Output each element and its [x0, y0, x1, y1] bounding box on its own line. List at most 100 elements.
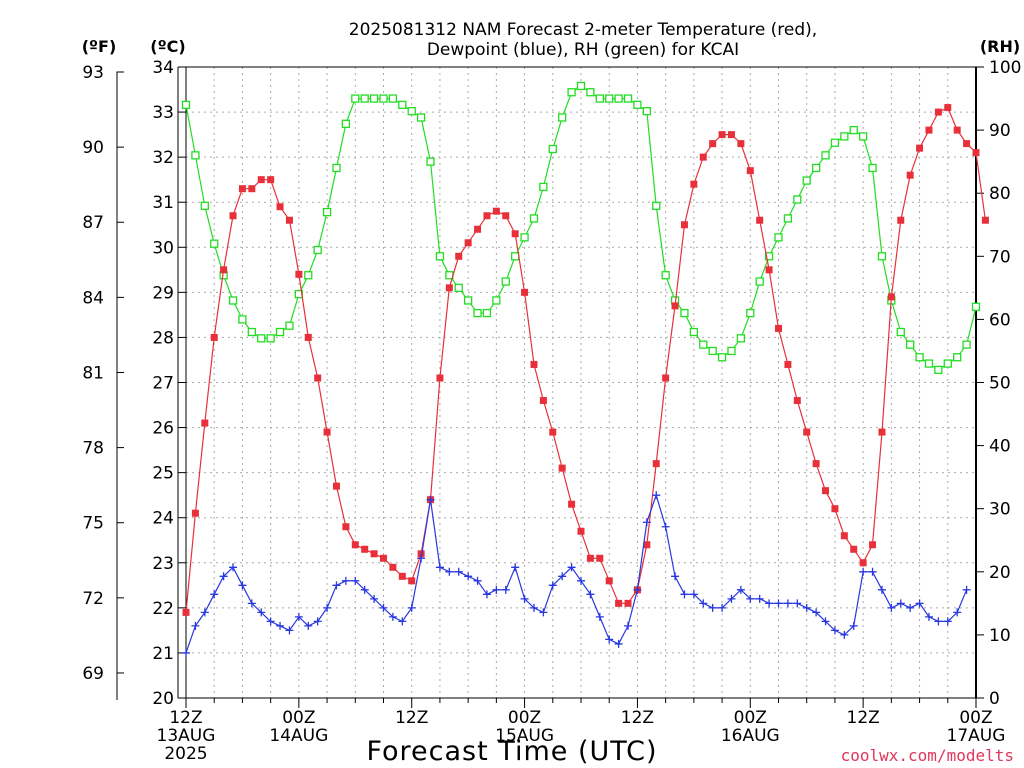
temperature-point — [238, 185, 246, 193]
rh-point — [576, 81, 586, 91]
temperature-point — [248, 185, 256, 193]
title-line-2: Dewpoint (blue), RH (green) for KCAI — [427, 40, 739, 60]
temperature-point — [850, 545, 858, 553]
temperature-point — [963, 140, 971, 148]
dewpoint-point — [943, 617, 952, 626]
rh-point — [953, 353, 962, 362]
dewpoint-point — [793, 599, 802, 608]
x-tick-label: 00Z — [734, 708, 767, 728]
rh-point — [520, 233, 529, 242]
rh-point — [821, 151, 830, 160]
rh-point — [332, 163, 341, 173]
dewpoint-point — [802, 603, 811, 612]
temperature-point — [643, 541, 651, 549]
fahrenheit-tick-label: 87 — [82, 213, 104, 233]
rh-point — [369, 94, 379, 103]
dewpoint-point — [520, 594, 529, 603]
rh-point — [379, 94, 388, 103]
rh-tick-label: 20 — [989, 563, 1011, 583]
temperature-point — [727, 131, 735, 139]
rh-point — [793, 195, 802, 204]
dewpoint-point — [501, 585, 510, 594]
dewpoint-point — [548, 581, 557, 590]
temperature-point — [389, 563, 397, 571]
x-tick-label: 15AUG — [495, 726, 554, 746]
dewpoint-point — [341, 576, 350, 585]
dewpoint-point — [210, 590, 219, 599]
dewpoint-point — [388, 612, 397, 621]
dewpoint-point — [351, 576, 360, 585]
dewpoint-point — [746, 594, 755, 603]
dewpoint-point — [962, 585, 971, 594]
celsius-tick-label: 22 — [152, 599, 174, 619]
dewpoint-point — [182, 648, 190, 657]
temperature-point — [304, 333, 312, 341]
dewpoint-point — [379, 603, 388, 612]
dewpoint-point — [680, 590, 689, 599]
rh-point — [614, 94, 623, 103]
dewpoint-point — [266, 617, 275, 626]
rh-point — [191, 151, 200, 160]
x-tick-label: 12Z — [395, 708, 428, 728]
x-axis-title: Forecast Time (UTC) — [366, 736, 657, 767]
dewpoint-point — [219, 572, 228, 581]
temperature-point — [229, 212, 237, 220]
rh-point — [285, 321, 294, 330]
dewpoint-point — [661, 522, 670, 531]
rh-point — [304, 271, 313, 280]
temperature-point — [652, 460, 660, 468]
temperature-point — [191, 509, 199, 517]
rh-point — [717, 353, 727, 362]
temperature-point — [568, 500, 576, 508]
rh-unit-label: (RH) — [980, 37, 1020, 56]
temperature-point — [276, 203, 284, 211]
rh-series — [181, 81, 981, 375]
dewpoint-point — [953, 608, 962, 617]
dewpoint-point — [370, 594, 379, 603]
rh-point — [858, 132, 868, 141]
rh-tick-label: 80 — [989, 184, 1011, 204]
dewpoint-point — [435, 563, 444, 572]
dewpoint-point — [765, 599, 774, 608]
temperature-series — [182, 104, 989, 616]
dewpoint-point — [200, 608, 209, 617]
rh-point — [689, 327, 699, 337]
temperature-point — [878, 428, 886, 436]
dewpoint-line — [185, 493, 968, 654]
rh-point — [811, 163, 821, 173]
temperature-line — [185, 106, 986, 613]
dewpoint-point — [821, 617, 830, 626]
rh-point — [228, 296, 238, 305]
x-tick-label: 17AUG — [947, 726, 1006, 746]
temperature-point — [831, 505, 839, 513]
celsius-tick-label: 34 — [152, 58, 174, 78]
temperature-point — [906, 171, 914, 179]
rh-point — [238, 315, 247, 324]
dewpoint-point — [689, 590, 698, 599]
dewpoint-point — [652, 491, 661, 500]
rh-point — [896, 327, 905, 337]
dewpoint-point — [191, 621, 200, 630]
temperature-point — [220, 266, 228, 274]
rh-point — [482, 308, 492, 318]
temperature-point — [436, 374, 444, 382]
dewpoint-point — [257, 608, 266, 617]
site-credit: coolwx.com/modelts — [841, 746, 1014, 765]
temperature-point — [370, 550, 378, 558]
rh-point — [623, 94, 633, 103]
rh-point — [341, 119, 351, 128]
x-tick-label: 00Z — [282, 708, 315, 728]
temperature-point — [784, 360, 792, 368]
x-tick-label: 12Z — [169, 708, 202, 728]
dewpoint-point — [924, 612, 933, 621]
temperature-point — [445, 284, 453, 292]
rh-point — [699, 340, 708, 349]
rh-point — [962, 340, 971, 349]
rh-point — [924, 359, 934, 368]
rh-point — [388, 94, 398, 103]
dewpoint-point — [718, 603, 727, 612]
temperature-point — [897, 216, 905, 224]
rh-tick-label: 100 — [989, 58, 1021, 78]
rh-point — [416, 113, 426, 122]
temperature-point — [615, 599, 623, 607]
